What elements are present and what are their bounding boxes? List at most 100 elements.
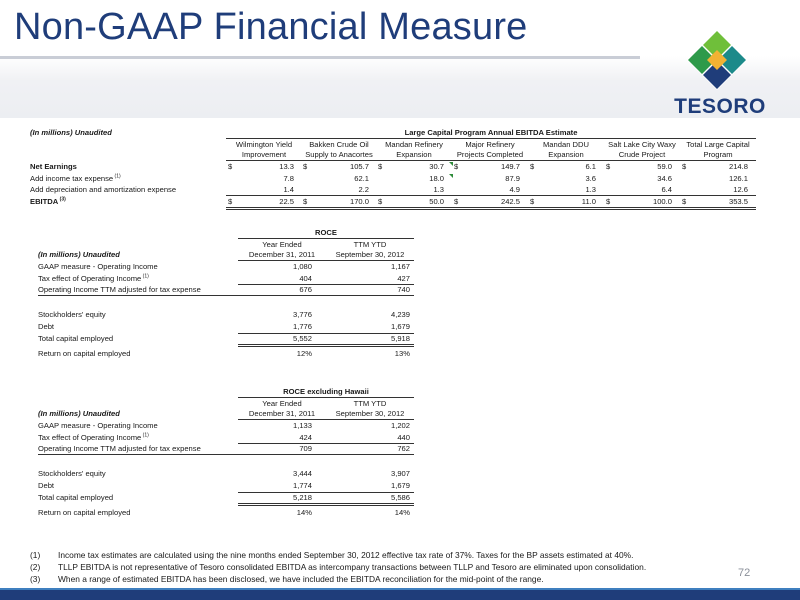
row-label: Debt xyxy=(38,481,55,490)
subtotal-rule xyxy=(238,492,414,493)
header-rule xyxy=(0,56,640,59)
table-cell: 5,918 xyxy=(390,334,410,343)
table-cell: 13.3 xyxy=(279,162,294,171)
page-title: Non-GAAP Financial Measure xyxy=(14,6,528,48)
table-cell: 676 xyxy=(299,285,312,294)
table-cell: 1.3 xyxy=(585,185,596,194)
table-cell: 1,679 xyxy=(390,481,410,490)
table-cell: 353.5 xyxy=(728,197,748,206)
column-header: Bakken Crude Oil xyxy=(309,140,369,149)
currency-symbol: $ xyxy=(303,197,308,206)
currency-symbol: $ xyxy=(530,162,535,171)
column-header: Supply to Anacortes xyxy=(305,150,373,159)
column-header: TTM YTD xyxy=(353,399,387,408)
table-unit-label: (In millions) Unaudited xyxy=(38,250,120,259)
footnote-text: TLLP EBITDA is not representative of Tes… xyxy=(58,562,647,572)
table-cell: 1,133 xyxy=(292,421,312,430)
table-cell: 740 xyxy=(397,285,410,294)
table-cell: 5,552 xyxy=(292,334,312,343)
footnote-ref: (1) xyxy=(141,432,149,439)
table-cell: 126.1 xyxy=(728,174,748,183)
row-label: Tax effect of Operating Income (1) xyxy=(38,273,149,283)
column-header: Mandan DDU xyxy=(542,140,589,149)
column-header: Year Ended xyxy=(262,399,302,408)
table-cell: 100.0 xyxy=(652,197,672,206)
row-label: GAAP measure - Operating Income xyxy=(38,421,158,430)
table-cell: 22.5 xyxy=(279,197,294,206)
table-cell: 170.0 xyxy=(349,197,369,206)
table-cell: 6.4 xyxy=(661,185,672,194)
table-cell: 18.0 xyxy=(429,174,444,183)
footnote-number: (1) xyxy=(30,550,41,560)
table-cell: 404 xyxy=(299,274,312,283)
page-number: 72 xyxy=(738,567,751,579)
table-cell: 87.9 xyxy=(505,174,520,183)
table-cell: 1,080 xyxy=(292,262,312,271)
title-rule xyxy=(238,397,414,398)
table-cell: 7.8 xyxy=(283,174,294,183)
column-header: Expansion xyxy=(548,150,584,159)
header-rule xyxy=(238,260,414,261)
table-cell: 12% xyxy=(296,349,312,358)
tesoro-logo-icon xyxy=(687,30,747,90)
currency-symbol: $ xyxy=(378,162,383,171)
row-label: Debt xyxy=(38,322,55,331)
column-header: September 30, 2012 xyxy=(335,250,405,259)
currency-symbol: $ xyxy=(682,162,687,171)
column-header: December 31, 2011 xyxy=(248,250,316,259)
column-header: September 30, 2012 xyxy=(335,409,405,418)
table-cell: 1,776 xyxy=(292,322,312,331)
table-title: ROCE xyxy=(315,228,337,237)
row-label: GAAP measure - Operating Income xyxy=(38,262,158,271)
currency-symbol: $ xyxy=(303,162,308,171)
table-cell: 709 xyxy=(299,444,312,453)
table-cell: 59.0 xyxy=(657,162,672,171)
error-indicator-icon xyxy=(449,162,453,166)
row-label: Stockholders' equity xyxy=(38,469,106,478)
title-rule xyxy=(238,238,414,239)
column-header: Salt Lake City Waxy xyxy=(608,140,676,149)
table-cell: 30.7 xyxy=(429,162,444,171)
table-cell: 105.7 xyxy=(349,162,369,171)
column-header: Year Ended xyxy=(262,240,302,249)
column-header: Crude Project xyxy=(618,150,666,159)
subtotal-rule xyxy=(38,454,414,455)
footer-accent-line xyxy=(0,588,800,590)
row-label: Net Earnings xyxy=(30,162,77,171)
table-cell: 3.6 xyxy=(585,174,596,183)
subtotal-rule xyxy=(238,284,414,285)
table-cell: 242.5 xyxy=(500,197,520,206)
total-double-rule xyxy=(238,344,414,347)
table-cell: 1,774 xyxy=(292,481,312,490)
footnote-ref: (1) xyxy=(141,273,149,280)
table-cell: 1,167 xyxy=(390,262,410,271)
footnote-number: (2) xyxy=(30,562,41,572)
row-label: EBITDA (3) xyxy=(30,196,66,206)
table-cell: 424 xyxy=(299,433,312,442)
row-label: Total capital employed xyxy=(38,334,114,343)
column-header: Wilmington Yield xyxy=(235,140,293,149)
row-label: Add depreciation and amortization expens… xyxy=(30,185,177,194)
row-label: Return on capital employed xyxy=(38,349,131,358)
table-cell: 11.0 xyxy=(581,197,596,206)
row-label: Operating Income TTM adjusted for tax ex… xyxy=(38,285,201,294)
total-double-rule xyxy=(238,503,414,506)
table-cell: 1.3 xyxy=(433,185,444,194)
column-header: Improvement xyxy=(241,150,287,159)
table-cell: 62.1 xyxy=(354,174,369,183)
footer-bar xyxy=(0,590,800,600)
table-title: ROCE excluding Hawaii xyxy=(283,387,369,396)
currency-symbol: $ xyxy=(454,162,459,171)
table-cell: 440 xyxy=(397,433,410,442)
currency-symbol: $ xyxy=(378,197,383,206)
total-double-rule xyxy=(226,207,756,210)
table-cell: 762 xyxy=(397,444,410,453)
header-band xyxy=(0,56,800,118)
row-label: Tax effect of Operating Income (1) xyxy=(38,432,149,442)
footnote-text: Income tax estimates are calculated usin… xyxy=(58,550,634,560)
column-header: Expansion xyxy=(396,150,432,159)
table-cell: 12.6 xyxy=(733,185,748,194)
table-cell: 1.4 xyxy=(283,185,294,194)
table-cell: 50.0 xyxy=(429,197,444,206)
footnote-ref: (3) xyxy=(58,196,66,203)
